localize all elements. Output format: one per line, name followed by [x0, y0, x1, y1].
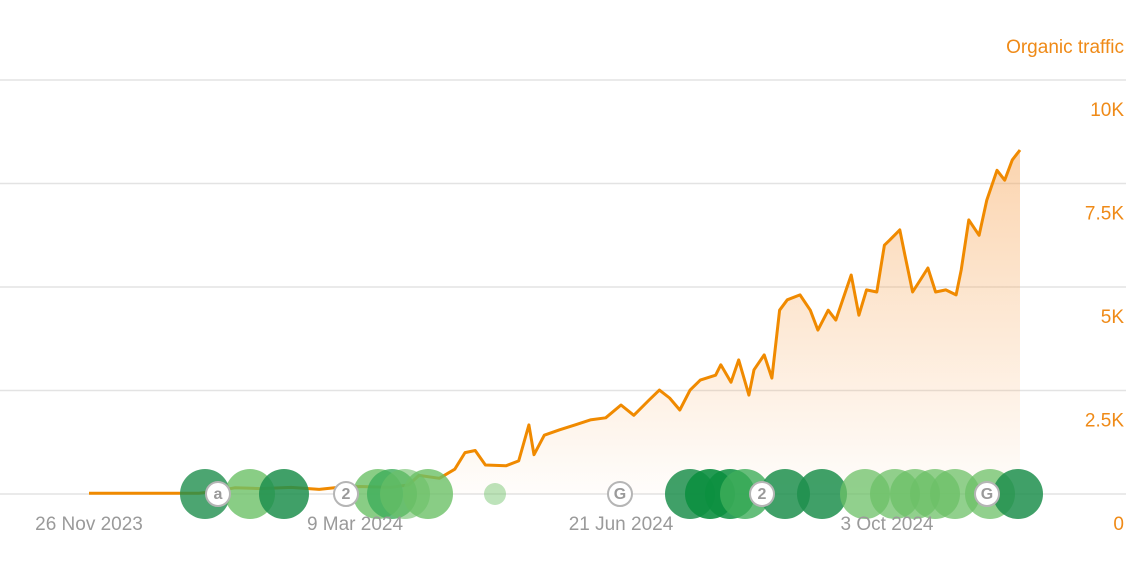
y-tick-label: 5K: [1101, 307, 1125, 328]
event-icon-label: 2: [342, 486, 351, 503]
event-marker: [403, 469, 453, 519]
x-tick-label: 21 Jun 2024: [569, 514, 674, 535]
event-icon: [607, 481, 633, 507]
event-marker: [760, 469, 810, 519]
y-tick-label: 10K: [1090, 100, 1124, 121]
event-icon-label: 2: [758, 486, 767, 503]
x-tick-label: 26 Nov 2023: [35, 514, 143, 535]
event-marker: [930, 469, 980, 519]
event-icon: [974, 481, 1000, 507]
event-marker: [993, 469, 1043, 519]
y-tick-label: 0: [1113, 514, 1124, 535]
area: [89, 150, 1020, 494]
event-icon-label: G: [981, 486, 993, 503]
event-icon: [749, 481, 775, 507]
event-icon: [333, 481, 359, 507]
y-tick-label: 7.5K: [1085, 204, 1124, 225]
y-axis-title: Organic traffic: [1006, 37, 1124, 58]
event-icon-label: a: [214, 486, 223, 503]
x-tick-label: 3 Oct 2024: [841, 514, 934, 535]
event-icon-label: G: [614, 486, 626, 503]
y-tick-label: 2.5K: [1085, 411, 1124, 432]
event-marker: [259, 469, 309, 519]
event-icon: [205, 481, 231, 507]
event-marker: [720, 469, 770, 519]
event-marker: [484, 483, 506, 505]
event-marker: [797, 469, 847, 519]
x-tick-label: 9 Mar 2024: [307, 514, 404, 535]
